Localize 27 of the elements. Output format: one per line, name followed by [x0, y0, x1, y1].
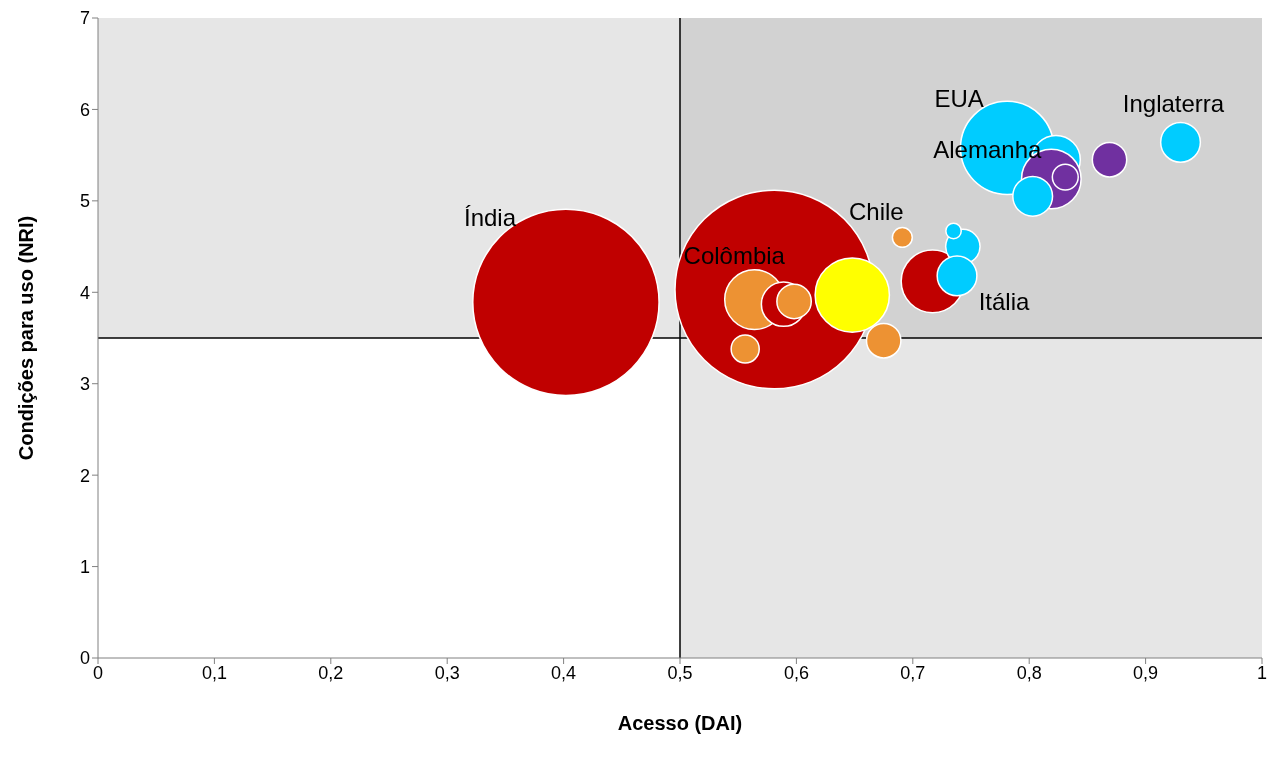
y-tick-label: 7: [79, 8, 90, 29]
annotation: EUA: [934, 85, 984, 113]
x-tick-label: 0,3: [434, 662, 460, 683]
annotation: Colômbia: [683, 242, 786, 270]
x-tick-label: 0,5: [667, 662, 693, 683]
y-tick-label: 6: [79, 99, 90, 120]
y-tick-label: 3: [79, 374, 90, 395]
y-tick-label: 1: [79, 556, 90, 577]
y-tick-label: 2: [79, 465, 90, 486]
x-tick-label: 0,2: [318, 662, 344, 683]
x-tick-label: 0,8: [1016, 662, 1042, 683]
x-tick-label: 0: [92, 662, 104, 683]
y-tick-label: 4: [79, 282, 90, 303]
annotation: Itália: [978, 288, 1031, 316]
y-tick-label: 0: [79, 648, 90, 669]
x-tick-label: 0,6: [783, 662, 809, 683]
x-tick-label: 0,9: [1133, 662, 1159, 683]
annotation: Chile: [848, 197, 904, 225]
annotation: Inglaterra: [1122, 89, 1225, 117]
x-axis-title: Acesso (DAI): [617, 712, 743, 734]
y-tick-label: 5: [79, 191, 90, 212]
x-tick-label: 1: [1256, 662, 1268, 683]
x-tick-label: 0,1: [201, 662, 227, 683]
annotation: Índia: [463, 204, 517, 232]
x-tick-label: 0,4: [551, 662, 577, 683]
y-axis-title: Condições para uso (NRI): [15, 215, 38, 461]
x-tick-label: 0,7: [900, 662, 926, 683]
